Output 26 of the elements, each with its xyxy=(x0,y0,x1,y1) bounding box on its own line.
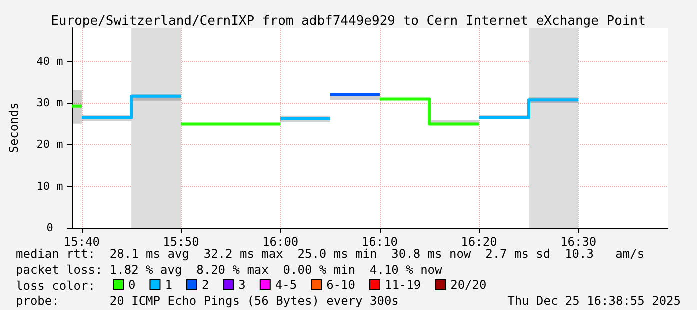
x-tick-label: 16:20 xyxy=(461,235,498,249)
y-tick-label: 20 m xyxy=(36,138,64,152)
y-axis-title: Seconds xyxy=(7,102,21,154)
legend-label: 6-10 xyxy=(326,278,356,292)
y-tick-label: 0 xyxy=(46,222,54,234)
text: Thu Dec 25 16:38:55 2025 xyxy=(508,294,681,308)
legend-label: 11-19 xyxy=(384,278,422,292)
legend-title: loss color: xyxy=(16,279,96,293)
x-tick-label: 15:50 xyxy=(163,235,200,249)
y-tick-label: 30 m xyxy=(36,96,64,110)
chart-title: Europe/Switzerland/CernIXP from adbf7449e929 to Cern Internet eXchange Point xyxy=(51,14,646,29)
y-tick-label: 40 m xyxy=(36,54,64,68)
y-tick-label: 10 m xyxy=(36,180,64,193)
text: median rtt: 28.1 ms avg 32.2 ms max 25.0 ms min 30.8 ms now 2.7 ms sd 10.3 am/s xyxy=(16,247,645,261)
legend-label: 3 xyxy=(238,278,246,292)
x-tick-label: 15:40 xyxy=(64,235,100,249)
legend-label: 2 xyxy=(202,278,210,292)
x-tick-label: 16:10 xyxy=(362,235,398,249)
legend-label: 4-5 xyxy=(275,278,298,292)
legend-label: 20/20 xyxy=(450,278,487,292)
legend-label: 1 xyxy=(165,278,172,292)
legend-label: 0 xyxy=(128,278,136,292)
text: packet loss: 1.82 % avg 8.20 % max 0.00 % min 4.10 % now xyxy=(16,263,444,277)
x-tick-label: 16:00 xyxy=(262,235,299,249)
text: probe: 20 ICMP Echo Pings (56 Bytes) every 300s xyxy=(16,294,399,308)
x-tick-label: 16:30 xyxy=(560,235,597,249)
